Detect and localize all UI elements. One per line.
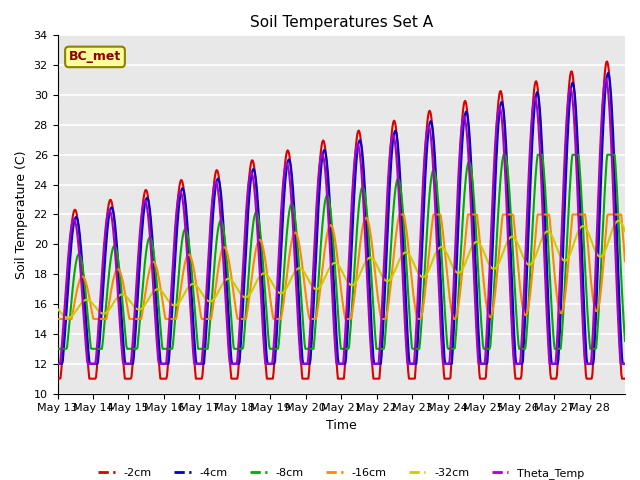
Y-axis label: Soil Temperature (C): Soil Temperature (C) xyxy=(15,150,28,279)
X-axis label: Time: Time xyxy=(326,419,356,432)
Title: Soil Temperatures Set A: Soil Temperatures Set A xyxy=(250,15,433,30)
Text: BC_met: BC_met xyxy=(69,50,121,63)
Legend: -2cm, -4cm, -8cm, -16cm, -32cm, Theta_Temp: -2cm, -4cm, -8cm, -16cm, -32cm, Theta_Te… xyxy=(93,464,589,480)
